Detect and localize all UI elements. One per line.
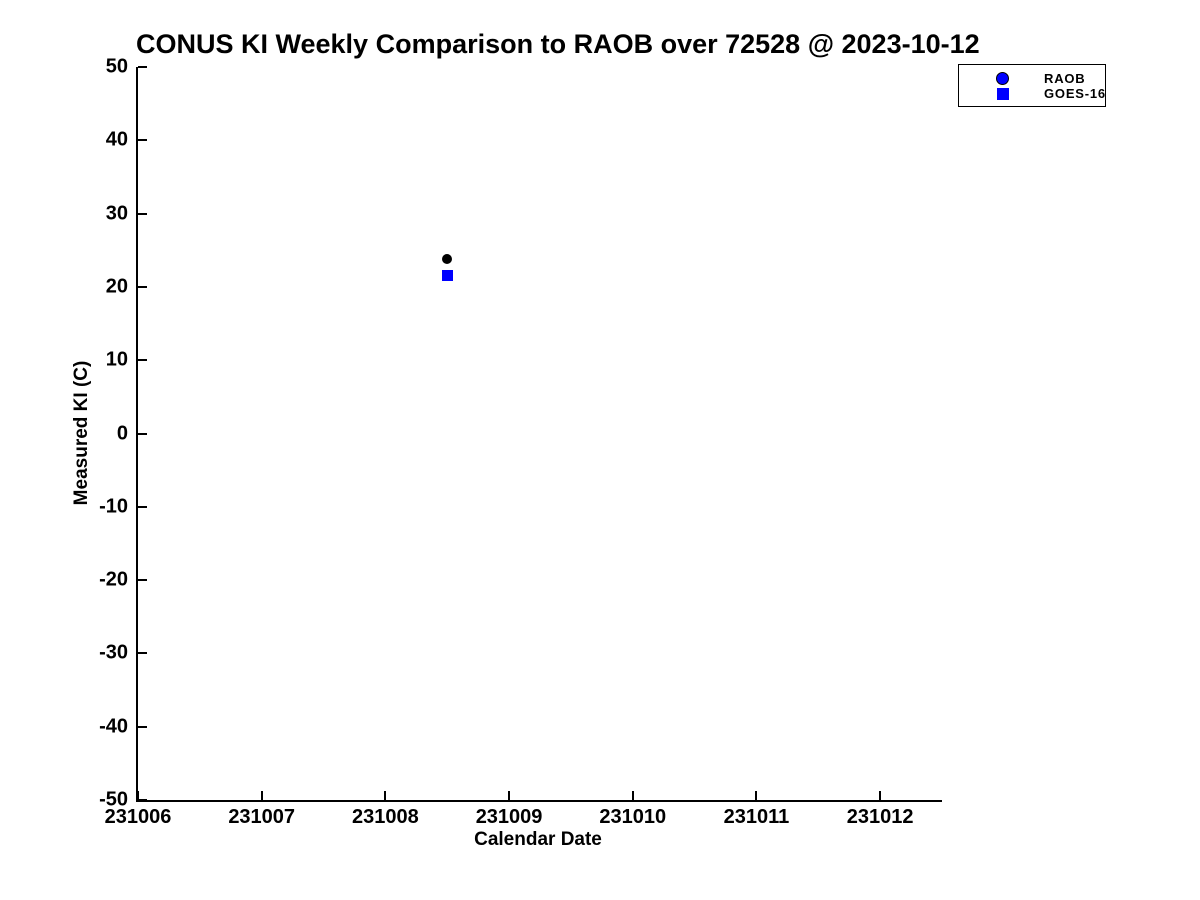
x-tick [260,791,263,800]
legend-label-goes16: GOES-16 [1044,86,1106,101]
y-axis-label: Measured KI (C) [71,360,92,506]
x-tick-label: 231006 [104,806,172,828]
data-point-goes-16 [441,270,453,282]
raob-legend-marker-icon [996,72,1009,85]
y-tick-label: -20 [99,568,128,591]
x-tick [755,791,758,800]
x-tick-label: 231009 [475,806,543,828]
y-tick [138,432,147,435]
y-tick [138,139,147,142]
data-point-raob [442,254,453,265]
y-tick [138,799,147,801]
plot-area: 231006 231007 231008 231009 231010 231011 2310… [99,56,942,828]
x-tick [137,791,139,800]
chart-title: CONUS KI Weekly Comparison to RAOB over … [136,29,980,59]
y-tick [138,359,147,362]
y-tick [138,66,147,68]
x-tick-label: 231012 [846,806,914,828]
y-tick-label: -10 [99,495,128,518]
x-tick [631,791,634,800]
legend: RAOB GOES-16 [958,64,1106,107]
goes16-legend-marker-icon [997,87,1009,100]
x-tick [508,791,511,800]
x-tick-label: 231008 [352,806,419,828]
y-tick-label: 0 [116,422,128,444]
y-tick-label: -40 [99,715,128,738]
y-tick-label: 30 [105,202,128,225]
y-tick-label: -30 [99,641,128,664]
x-tick [384,791,387,800]
y-tick [138,652,147,655]
x-tick-label: 231011 [723,806,790,828]
y-tick-label: 40 [105,128,128,151]
y-tick [138,505,147,508]
legend-label-raob: RAOB [1044,71,1086,86]
y-tick-label: 20 [105,275,128,298]
y-tick [138,579,147,582]
legend-row-raob: RAOB [959,71,1105,86]
x-tick-label: 231007 [228,806,296,828]
x-tick-label: 231010 [599,806,667,828]
y-tick [138,212,147,215]
y-tick [138,285,147,288]
y-tick-label: 50 [105,55,128,78]
y-tick-label: 10 [105,348,128,371]
y-tick-label: -50 [99,788,128,811]
y-tick [138,725,147,728]
x-tick [879,791,882,800]
legend-row-goes16: GOES-16 [959,86,1105,101]
x-axis-label: Calendar Date [474,829,602,850]
